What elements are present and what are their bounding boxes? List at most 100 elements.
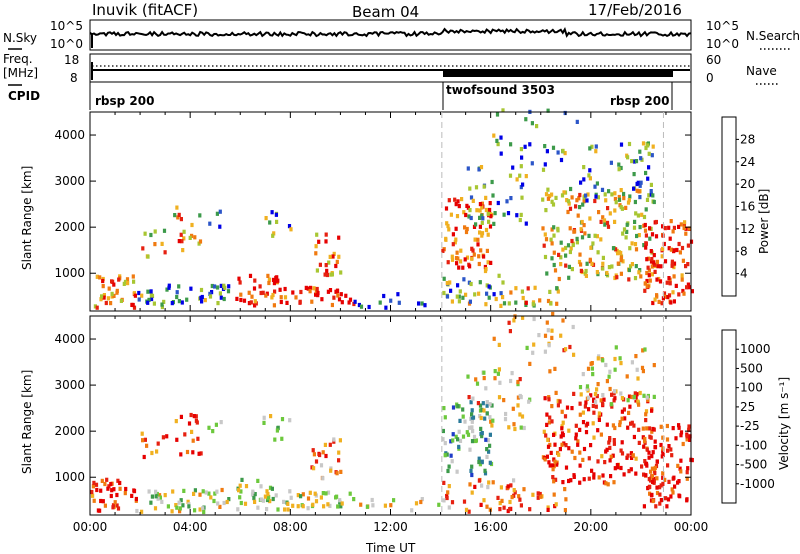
x-tick-label: 20:00 [574,520,609,534]
echo-cell [465,226,469,232]
echo-cell [681,288,685,294]
echo-cell [528,507,532,512]
echo-cell [465,255,470,260]
echo-cell [561,433,565,438]
power-panel: 1000 2000 3000 4000 Slant Range [km] 4 8 12 16… [20,108,771,312]
echo-cell [423,303,427,308]
echo-cell [299,289,303,295]
echo-cell [564,347,568,352]
echo-cell [630,241,634,246]
echo-cell [315,286,319,292]
echo-cell [606,482,610,487]
echo-cell [656,264,660,269]
echo-cell [453,240,457,245]
echo-cell [287,224,292,229]
echo-cell [497,395,502,400]
echo-cell [685,470,689,475]
echo-cell [669,447,673,452]
echo-cell [162,299,166,304]
echo-cell [672,248,676,253]
echo-cell [545,320,549,325]
echo-cell [647,151,651,156]
echo-cell [544,192,549,197]
echo-cell [132,291,136,296]
echo-cell [502,505,506,510]
echo-cell [539,494,543,499]
echo-cell [649,259,654,264]
echo-cell [567,478,571,484]
echo-cell [576,442,580,447]
echo-cell [480,205,484,210]
echo-cell [456,404,460,409]
echo-cell [655,485,659,490]
echo-cell [652,253,656,258]
echo-cell [679,430,684,435]
echo-cell [644,412,648,417]
echo-cell [558,399,562,404]
echo-cell [617,162,621,167]
echo-cell [667,479,671,484]
echo-cell [118,486,122,491]
echo-cell [420,497,424,502]
echo-cell [599,432,603,437]
echo-cell [653,439,657,444]
echo-cell [613,389,617,394]
echo-cell [472,434,477,439]
echo-cell [371,503,375,508]
echo-cell [488,443,492,448]
echo-cell [501,108,505,113]
echo-cell [222,500,226,506]
echo-cell [632,159,637,164]
echo-cell [268,499,272,504]
echo-cell [196,436,200,441]
echo-cell [282,499,286,504]
echo-cell [276,425,280,430]
echo-cell [482,254,486,259]
echo-cell [613,219,617,224]
echo-cell [677,423,681,428]
echo-cell [508,329,512,334]
echo-cell [619,391,623,396]
echo-cell [443,415,447,420]
echo-cell [141,246,145,251]
echo-cell [592,475,596,480]
echo-cell [170,301,174,306]
echo-cell [619,448,623,453]
echo-cell [135,508,139,514]
echo-cell [666,497,671,502]
echo-cell [637,402,641,407]
echo-cell [324,232,328,237]
echo-cell [605,220,610,225]
echo-cell [338,438,342,443]
echo-cell [474,185,479,190]
echo-cell [516,403,520,408]
echo-cell [612,438,616,443]
echo-cell [582,199,586,204]
echo-cell [635,392,639,397]
echo-cell [604,362,608,368]
echo-cell [632,423,636,428]
echo-cell [519,503,523,508]
echo-cell [642,444,646,449]
echo-cell [644,145,648,151]
echo-cell [414,501,419,506]
echo-cell [650,429,654,434]
echo-cell [544,208,548,213]
echo-cell [518,377,522,382]
echo-cell [133,293,137,298]
echo-cell [314,292,318,297]
echo-cell [608,211,612,216]
echo-cell [328,288,333,293]
echo-cell [160,241,164,246]
echo-cell [671,229,675,234]
echo-cell [178,506,182,511]
echo-cell [660,301,664,306]
echo-cell [582,223,586,228]
echo-cell [91,484,95,489]
echo-cell [495,112,500,117]
echo-cell [659,498,663,503]
echo-cell [550,328,554,333]
echo-cell [630,420,634,425]
echo-cell [560,426,564,431]
echo-cell [237,276,241,281]
